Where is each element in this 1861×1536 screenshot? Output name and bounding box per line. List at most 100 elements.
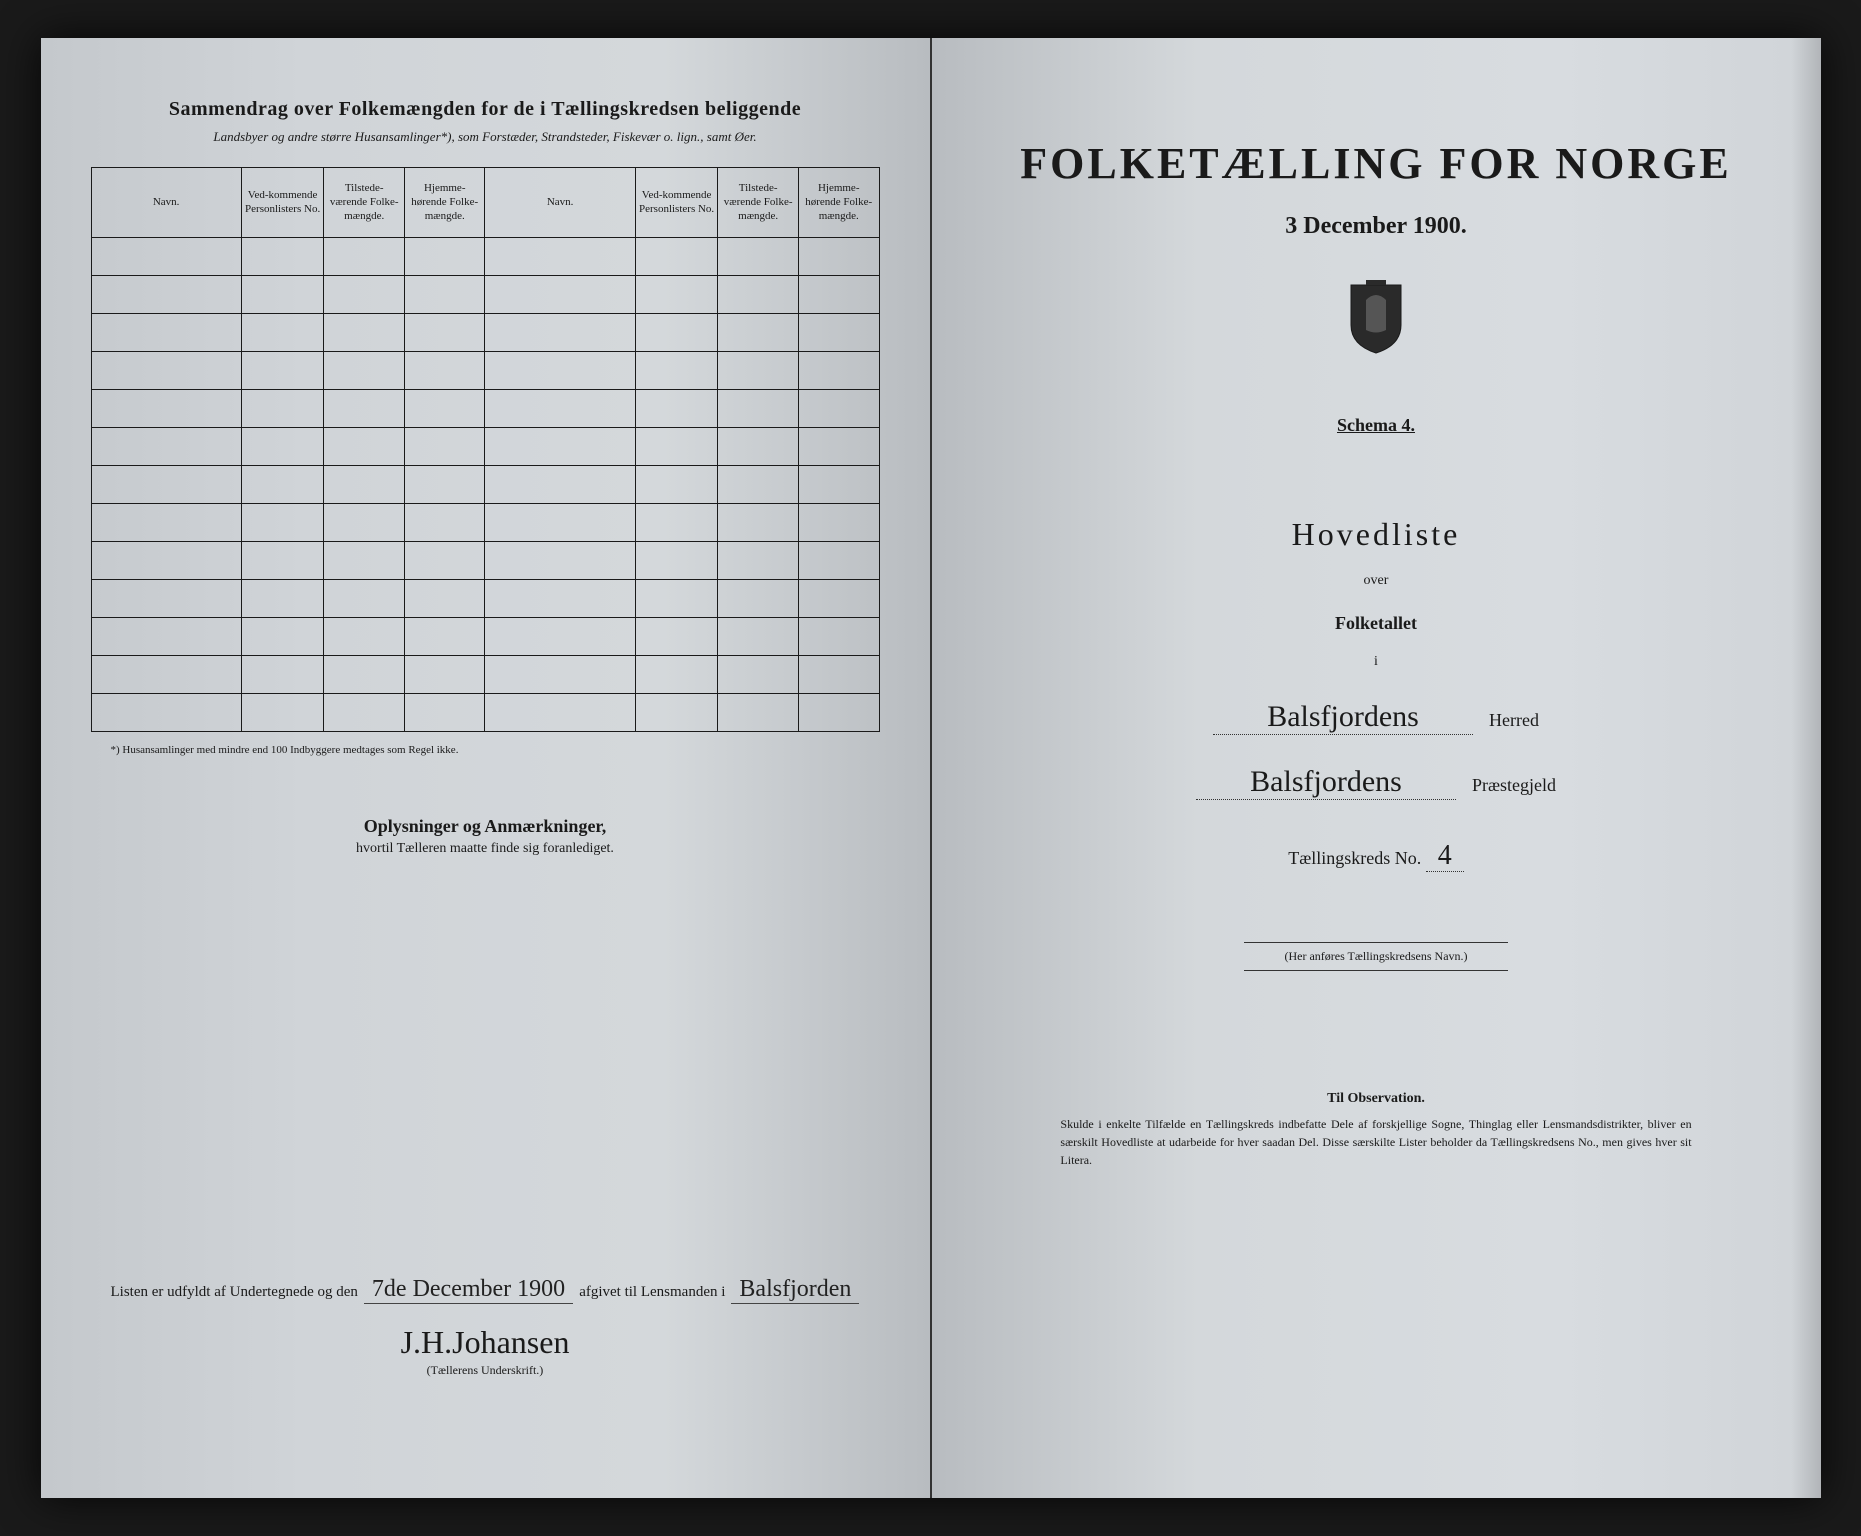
table-cell xyxy=(324,503,405,541)
footnote: *) Husansamlinger med mindre end 100 Ind… xyxy=(91,744,880,756)
tk-label: Tællingskreds No. xyxy=(1288,848,1421,868)
praestegjeld-value: Balsfjordens xyxy=(1196,765,1456,800)
table-cell xyxy=(91,389,241,427)
table-cell xyxy=(241,389,324,427)
table-cell xyxy=(404,465,485,503)
census-title: FOLKETÆLLING FOR NORGE xyxy=(1020,138,1731,189)
table-cell xyxy=(241,693,324,731)
herred-label: Herred xyxy=(1489,710,1539,731)
table-header-row: Navn. Ved-kommende Personlisters No. Til… xyxy=(91,167,879,237)
table-cell xyxy=(485,237,635,275)
table-cell xyxy=(404,503,485,541)
sign-place: Balsfjorden xyxy=(731,1276,859,1304)
remarks-subtitle: hvortil Tælleren maatte finde sig foranl… xyxy=(91,841,880,857)
table-cell xyxy=(718,693,799,731)
table-cell xyxy=(635,541,718,579)
table-cell xyxy=(635,503,718,541)
col-pers-2: Ved-kommende Personlisters No. xyxy=(635,167,718,237)
table-cell xyxy=(404,427,485,465)
table-cell xyxy=(91,693,241,731)
remarks-block: Oplysninger og Anmærkninger, hvortil Tæl… xyxy=(91,816,880,857)
table-cell xyxy=(635,313,718,351)
document-spread: Sammendrag over Folkemængden for de i Tæ… xyxy=(41,38,1821,1498)
table-cell xyxy=(241,655,324,693)
table-cell xyxy=(798,541,879,579)
table-cell xyxy=(241,579,324,617)
table-cell xyxy=(718,655,799,693)
table-row xyxy=(91,275,879,313)
table-cell xyxy=(635,351,718,389)
table-cell xyxy=(635,275,718,313)
observation-block: Til Observation. Skulde i enkelte Tilfæl… xyxy=(1060,1091,1691,1169)
table-row xyxy=(91,237,879,275)
praestegjeld-line: Balsfjordens Præstegjeld xyxy=(1196,765,1556,800)
table-cell xyxy=(91,313,241,351)
table-row xyxy=(91,389,879,427)
signature-line: Listen er udfyldt af Undertegnede og den… xyxy=(111,1276,860,1304)
sign-mid: afgivet til Lensmanden i xyxy=(579,1284,725,1301)
table-cell xyxy=(485,351,635,389)
table-cell xyxy=(241,351,324,389)
table-row xyxy=(91,655,879,693)
table-cell xyxy=(485,313,635,351)
table-cell xyxy=(718,503,799,541)
table-cell xyxy=(404,655,485,693)
table-cell xyxy=(635,237,718,275)
table-cell xyxy=(485,427,635,465)
table-cell xyxy=(241,275,324,313)
table-cell xyxy=(635,427,718,465)
table-cell xyxy=(798,313,879,351)
table-cell xyxy=(324,275,405,313)
signature-name: J.H.Johansen xyxy=(111,1324,860,1361)
table-cell xyxy=(798,389,879,427)
table-cell xyxy=(718,427,799,465)
col-tilst-1: Tilstede-værende Folke-mængde. xyxy=(324,167,405,237)
table-cell xyxy=(798,275,879,313)
praestegjeld-label: Præstegjeld xyxy=(1472,775,1556,796)
col-hjem-2: Hjemme-hørende Folke-mængde. xyxy=(798,167,879,237)
table-cell xyxy=(404,579,485,617)
table-cell xyxy=(91,503,241,541)
coat-of-arms-icon xyxy=(1346,280,1406,355)
table-cell xyxy=(485,579,635,617)
table-cell xyxy=(324,617,405,655)
table-row xyxy=(91,617,879,655)
col-hjem-1: Hjemme-hørende Folke-mængde. xyxy=(404,167,485,237)
table-cell xyxy=(241,237,324,275)
table-cell xyxy=(91,351,241,389)
table-cell xyxy=(718,541,799,579)
table-cell xyxy=(404,541,485,579)
signature-label: (Tællerens Underskrift.) xyxy=(111,1363,860,1378)
table-cell xyxy=(798,655,879,693)
table-cell xyxy=(404,275,485,313)
table-cell xyxy=(91,655,241,693)
tallingskreds-line: Tællingskreds No. 4 xyxy=(1288,840,1464,872)
col-navn-1: Navn. xyxy=(91,167,241,237)
table-cell xyxy=(485,655,635,693)
table-cell xyxy=(485,503,635,541)
table-cell xyxy=(718,237,799,275)
table-cell xyxy=(485,693,635,731)
left-page: Sammendrag over Folkemængden for de i Tæ… xyxy=(41,38,932,1498)
table-cell xyxy=(241,617,324,655)
table-row xyxy=(91,541,879,579)
table-cell xyxy=(718,313,799,351)
table-cell xyxy=(324,313,405,351)
table-cell xyxy=(798,427,879,465)
table-cell xyxy=(485,389,635,427)
herred-line: Balsfjordens Herred xyxy=(1213,700,1539,735)
table-cell xyxy=(798,465,879,503)
table-cell xyxy=(324,237,405,275)
table-cell xyxy=(485,541,635,579)
table-cell xyxy=(635,655,718,693)
obs-text: Skulde i enkelte Tilfælde en Tællingskre… xyxy=(1060,1115,1691,1169)
table-cell xyxy=(91,237,241,275)
table-cell xyxy=(718,275,799,313)
table-cell xyxy=(324,465,405,503)
census-date: 3 December 1900. xyxy=(1285,213,1467,240)
table-cell xyxy=(404,351,485,389)
table-cell xyxy=(324,579,405,617)
table-cell xyxy=(798,237,879,275)
table-cell xyxy=(241,503,324,541)
table-row xyxy=(91,313,879,351)
